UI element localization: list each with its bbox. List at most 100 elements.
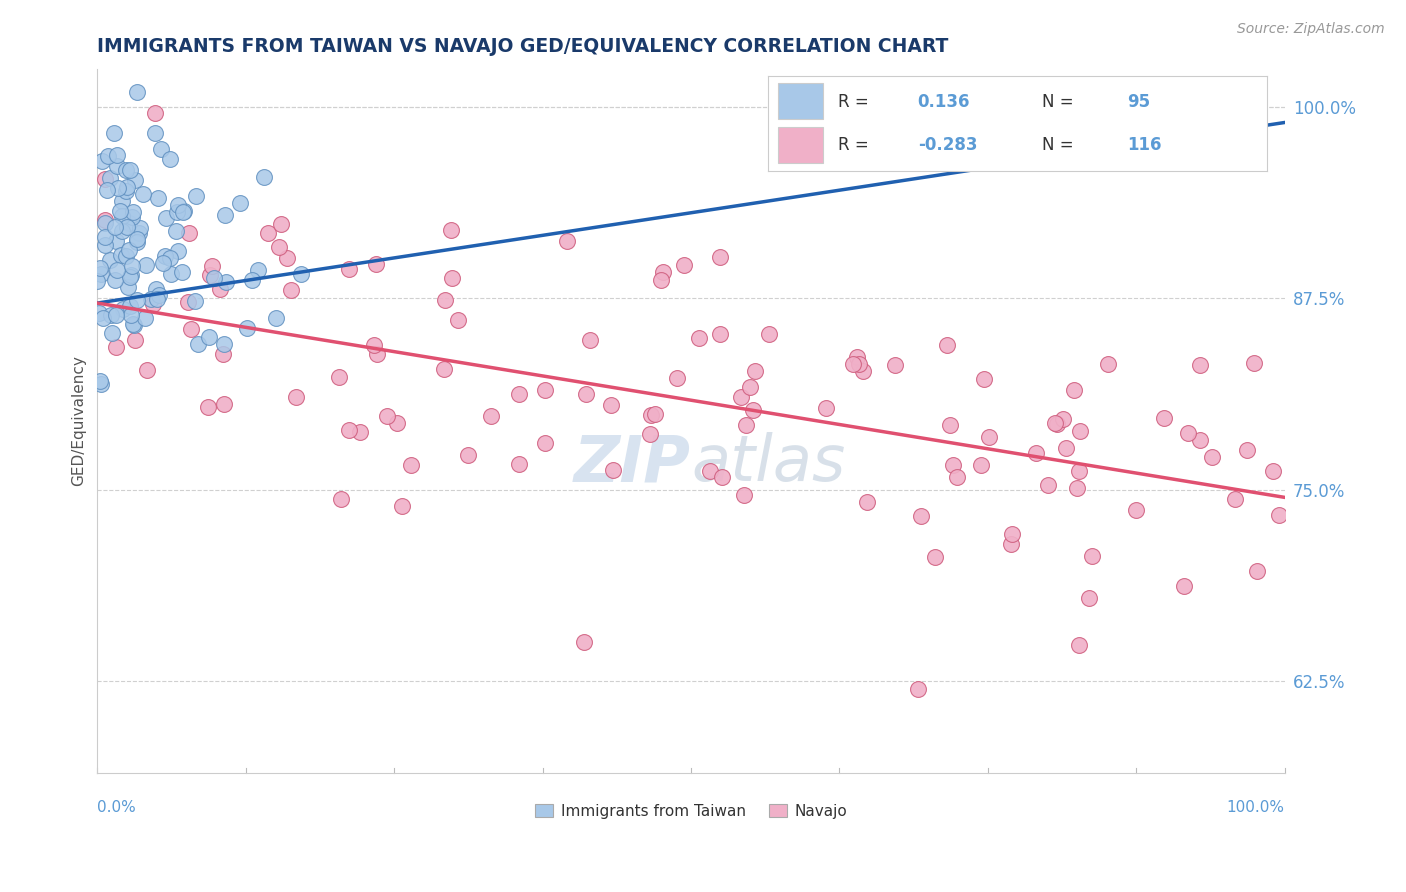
Point <box>90 377 112 392</box>
Point <box>276 251 298 265</box>
Point <box>375 409 398 424</box>
Point <box>105 148 128 162</box>
Point <box>280 283 302 297</box>
Point <box>1125 503 1147 517</box>
Point <box>602 463 624 477</box>
Point <box>440 223 463 237</box>
Point <box>910 508 932 523</box>
Point <box>946 470 969 484</box>
Point <box>115 162 138 177</box>
Point <box>115 179 138 194</box>
Point <box>115 220 138 235</box>
Point <box>285 390 308 404</box>
Point <box>852 364 875 378</box>
Text: ZIP: ZIP <box>574 432 690 494</box>
Point <box>120 299 142 313</box>
Point <box>328 369 350 384</box>
Point <box>166 198 188 212</box>
Point <box>94 216 117 230</box>
Point <box>555 235 578 249</box>
Point <box>1236 443 1258 458</box>
Point <box>97 149 120 163</box>
Point <box>575 387 598 401</box>
Point <box>1097 357 1119 371</box>
Point <box>197 401 219 415</box>
Point <box>744 363 766 377</box>
Point <box>124 333 146 347</box>
Point <box>730 390 752 404</box>
Point <box>211 347 233 361</box>
Point <box>709 250 731 264</box>
Point <box>1268 508 1291 522</box>
Point <box>441 271 464 285</box>
Point <box>139 292 162 306</box>
Point <box>688 331 710 345</box>
Point <box>846 350 869 364</box>
Point <box>246 263 269 277</box>
Point <box>924 550 946 565</box>
Point <box>100 309 122 323</box>
Point <box>1066 481 1088 495</box>
Point <box>159 251 181 265</box>
Point <box>733 488 755 502</box>
Point <box>152 256 174 270</box>
Point <box>124 318 146 333</box>
Point <box>479 409 502 423</box>
Point <box>155 250 177 264</box>
Point <box>970 458 993 473</box>
Point <box>457 448 479 462</box>
Point <box>734 418 756 433</box>
Point <box>330 491 353 506</box>
Point <box>117 280 139 294</box>
Point <box>1069 425 1091 439</box>
Point <box>121 260 143 274</box>
Point <box>125 293 148 308</box>
Point <box>150 143 173 157</box>
Point <box>183 293 205 308</box>
Point <box>125 232 148 246</box>
Point <box>1046 417 1069 431</box>
Point <box>907 681 929 696</box>
Point <box>1067 638 1090 652</box>
Point <box>349 425 371 440</box>
Point <box>1080 549 1102 563</box>
Point <box>202 270 225 285</box>
Point <box>197 329 219 343</box>
Point <box>842 358 865 372</box>
Point <box>337 261 360 276</box>
Point <box>172 265 194 279</box>
Point <box>884 359 907 373</box>
Point <box>1173 579 1195 593</box>
Point <box>815 401 838 415</box>
Point <box>672 258 695 272</box>
Point <box>111 301 134 316</box>
Point <box>711 470 734 484</box>
Point <box>1177 425 1199 440</box>
Point <box>100 326 122 340</box>
Point <box>118 243 141 257</box>
Point <box>110 248 132 262</box>
Point <box>120 268 142 283</box>
Point <box>212 337 235 351</box>
Point <box>104 219 127 234</box>
Text: 0.0%: 0.0% <box>97 800 136 815</box>
Point <box>644 407 666 421</box>
Point <box>111 224 134 238</box>
Point <box>145 283 167 297</box>
Point <box>534 383 557 397</box>
Point <box>89 260 111 275</box>
Point <box>1189 358 1212 372</box>
Point <box>146 191 169 205</box>
Point <box>172 204 194 219</box>
Point <box>214 209 236 223</box>
Point <box>135 362 157 376</box>
Point <box>215 276 238 290</box>
Point <box>973 372 995 386</box>
Point <box>337 423 360 437</box>
Point <box>177 295 200 310</box>
Point <box>160 267 183 281</box>
Point <box>96 183 118 197</box>
Y-axis label: GED/Equivalency: GED/Equivalency <box>72 355 86 486</box>
Point <box>709 327 731 342</box>
Point <box>143 126 166 140</box>
